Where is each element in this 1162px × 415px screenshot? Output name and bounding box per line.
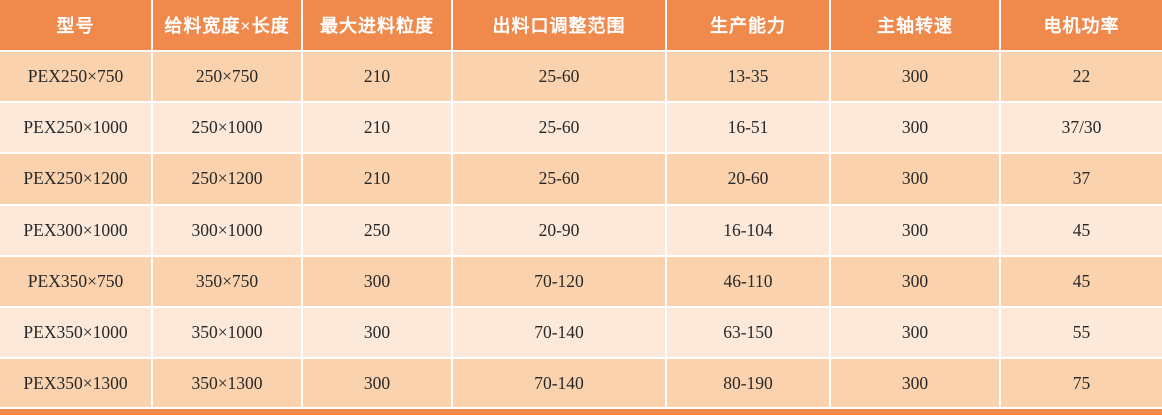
column-header-shaft-speed: 主轴转速 (829, 0, 1001, 52)
header-row: 型号 给料宽度×长度 最大进料粒度 出料口调整范围 生产能力 主轴转速 电机功率 (0, 0, 1162, 52)
table-cell-motor-power: 22 (999, 49, 1162, 104)
table-cell-discharge-range: 25-60 (451, 152, 667, 206)
table-cell-discharge-range: 25-60 (451, 49, 667, 104)
column-header-capacity: 生产能力 (665, 0, 831, 52)
table-cell-shaft-speed: 300 (829, 254, 1001, 308)
bottom-accent-bar (0, 409, 1162, 415)
table-cell-max-feed: 210 (301, 101, 453, 155)
table-cell-motor-power: 75 (999, 357, 1162, 408)
table-row: PEX250×1200 250×1200 210 25-60 20-60 300 37 (0, 152, 1162, 206)
table-cell-shaft-speed: 300 (829, 357, 1001, 408)
column-header-motor-power: 电机功率 (999, 0, 1162, 52)
table-cell-shaft-speed: 300 (829, 101, 1001, 155)
table-cell-max-feed: 250 (301, 203, 453, 257)
table-row: PEX350×1300 350×1300 300 70-140 80-190 300 75 (0, 357, 1162, 408)
table-cell-capacity: 63-150 (665, 305, 831, 360)
table-cell-shaft-speed: 300 (829, 203, 1001, 257)
table-cell-capacity: 20-60 (665, 152, 831, 206)
table-cell-motor-power: 37/30 (999, 101, 1162, 155)
table-cell-capacity: 13-35 (665, 49, 831, 104)
table-cell-capacity: 16-104 (665, 203, 831, 257)
table-cell-feed-size: 250×750 (151, 49, 303, 104)
table-cell-discharge-range: 70-120 (451, 254, 667, 308)
table-row: PEX300×1000 300×1000 250 20-90 16-104 300 45 (0, 203, 1162, 257)
column-header-model: 型号 (0, 0, 153, 52)
table-cell-max-feed: 300 (301, 305, 453, 360)
table-cell-motor-power: 45 (999, 254, 1162, 308)
table-cell-capacity: 16-51 (665, 101, 831, 155)
column-header-discharge-range: 出料口调整范围 (451, 0, 667, 52)
table-cell-max-feed: 300 (301, 357, 453, 408)
table-cell-model: PEX350×1000 (0, 305, 153, 360)
table-cell-model: PEX250×1000 (0, 101, 153, 155)
table-cell-feed-size: 300×1000 (151, 203, 303, 257)
table-cell-model: PEX350×1300 (0, 357, 153, 408)
bottom-divider (0, 407, 1162, 409)
table-cell-model: PEX300×1000 (0, 203, 153, 257)
table-cell-model: PEX350×750 (0, 254, 153, 308)
table-cell-capacity: 80-190 (665, 357, 831, 408)
table-cell-shaft-speed: 300 (829, 305, 1001, 360)
column-header-feed-size: 给料宽度×长度 (151, 0, 303, 52)
table-cell-motor-power: 37 (999, 152, 1162, 206)
table-row: PEX350×1000 350×1000 300 70-140 63-150 300 55 (0, 305, 1162, 360)
table-row: PEX250×750 250×750 210 25-60 13-35 300 22 (0, 49, 1162, 104)
table-cell-discharge-range: 25-60 (451, 101, 667, 155)
table-cell-max-feed: 210 (301, 152, 453, 206)
table-cell-max-feed: 210 (301, 49, 453, 104)
table-cell-shaft-speed: 300 (829, 49, 1001, 104)
table-cell-model: PEX250×750 (0, 49, 153, 104)
table-cell-max-feed: 300 (301, 254, 453, 308)
table-cell-discharge-range: 70-140 (451, 305, 667, 360)
table-cell-discharge-range: 20-90 (451, 203, 667, 257)
table-header: 型号 给料宽度×长度 最大进料粒度 出料口调整范围 生产能力 主轴转速 电机功率 (0, 0, 1162, 52)
table-cell-shaft-speed: 300 (829, 152, 1001, 206)
table-cell-feed-size: 350×750 (151, 254, 303, 308)
table-cell-motor-power: 45 (999, 203, 1162, 257)
table-body: PEX250×750 250×750 210 25-60 13-35 300 22 PEX25… (0, 49, 1162, 408)
table-row: PEX350×750 350×750 300 70-120 46-110 300 45 (0, 254, 1162, 308)
table-cell-feed-size: 350×1300 (151, 357, 303, 408)
table-cell-discharge-range: 70-140 (451, 357, 667, 408)
table-row: PEX250×1000 250×1000 210 25-60 16-51 300 37/30 (0, 101, 1162, 155)
table-cell-motor-power: 55 (999, 305, 1162, 360)
table-cell-feed-size: 250×1200 (151, 152, 303, 206)
table-cell-feed-size: 250×1000 (151, 101, 303, 155)
table-cell-model: PEX250×1200 (0, 152, 153, 206)
table-cell-feed-size: 350×1000 (151, 305, 303, 360)
column-header-max-feed: 最大进料粒度 (301, 0, 453, 52)
table-cell-capacity: 46-110 (665, 254, 831, 308)
